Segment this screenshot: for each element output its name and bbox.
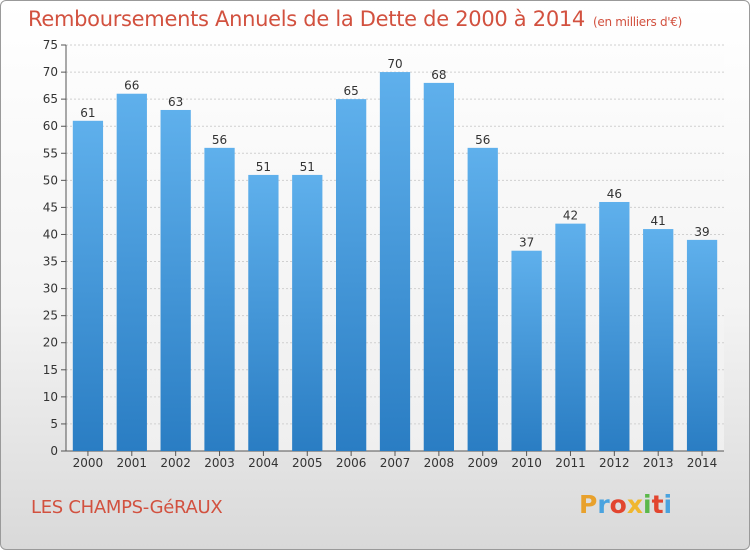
y-tick-label: 65 <box>43 92 58 106</box>
bar <box>643 229 674 451</box>
data-label: 63 <box>168 95 183 109</box>
logo-letter: x <box>626 490 643 519</box>
x-tick-label: 2007 <box>380 456 411 470</box>
x-tick-label: 2014 <box>687 456 718 470</box>
place-name: LES CHAMPS-GéRAUX <box>31 497 223 518</box>
data-label: 66 <box>124 79 139 93</box>
x-tick-label: 2010 <box>511 456 542 470</box>
bar <box>204 147 235 451</box>
bars <box>72 72 718 452</box>
data-label: 46 <box>607 187 622 201</box>
chart-unit-label: (en milliers d'€) <box>593 15 683 29</box>
logo-letter: i <box>643 490 652 519</box>
bar <box>379 72 411 452</box>
bar <box>423 82 455 451</box>
bar <box>686 239 718 451</box>
data-label: 56 <box>212 133 227 147</box>
bar <box>511 250 542 451</box>
logo-letter: t <box>651 490 664 519</box>
bar <box>72 120 104 451</box>
logo-letter: o <box>609 490 627 519</box>
x-tick-label: 2003 <box>204 456 235 470</box>
data-label: 42 <box>563 209 578 223</box>
y-tick-label: 15 <box>43 363 58 377</box>
bar <box>116 93 147 451</box>
data-label: 56 <box>475 133 490 147</box>
y-tick-label: 50 <box>43 173 58 187</box>
x-tick-label: 2000 <box>73 456 104 470</box>
x-tick-label: 2006 <box>336 456 367 470</box>
chart-title: Remboursements Annuels de la Dette de 20… <box>28 7 682 31</box>
y-tick-label: 10 <box>43 390 58 404</box>
data-label: 61 <box>80 106 95 120</box>
x-tick-label: 2013 <box>643 456 674 470</box>
bar <box>292 174 323 452</box>
data-label: 51 <box>300 160 315 174</box>
y-tick-label: 25 <box>43 309 58 323</box>
bar <box>335 99 367 451</box>
y-tick-label: 70 <box>43 65 58 79</box>
data-label: 70 <box>387 57 402 71</box>
data-label: 68 <box>431 68 446 82</box>
logo-letter: r <box>597 490 610 519</box>
bar <box>599 201 630 451</box>
x-tick-label: 2004 <box>248 456 279 470</box>
x-tick-label: 2002 <box>160 456 191 470</box>
y-tick-label: 40 <box>43 227 58 241</box>
y-tick-label: 75 <box>43 38 58 52</box>
chart-title-text: Remboursements Annuels de la Dette de 20… <box>28 7 585 31</box>
x-tick-label: 2011 <box>555 456 586 470</box>
bar <box>555 223 586 451</box>
x-tick-label: 2012 <box>599 456 630 470</box>
data-label: 41 <box>651 214 666 228</box>
y-tick-label: 55 <box>43 146 58 160</box>
labels: 0 5 10 15 20 25 30 35 40 45 50 55 60 65 70 75 61 2000 66 20… <box>43 38 718 470</box>
bar <box>248 174 279 452</box>
data-label: 37 <box>519 236 534 250</box>
x-tick-label: 2008 <box>424 456 455 470</box>
y-tick-label: 30 <box>43 282 58 296</box>
y-tick-label: 5 <box>50 417 58 431</box>
y-tick-label: 45 <box>43 200 58 214</box>
data-label: 51 <box>256 160 271 174</box>
y-tick-label: 0 <box>50 444 58 458</box>
y-tick-label: 60 <box>43 119 58 133</box>
y-tick-label: 20 <box>43 336 58 350</box>
proxiti-logo: Proxiti <box>579 490 672 519</box>
data-label: 39 <box>694 225 709 239</box>
bar <box>160 109 191 452</box>
bar <box>467 147 498 451</box>
logo-letter: i <box>663 490 673 519</box>
x-tick-label: 2005 <box>292 456 323 470</box>
x-tick-label: 2001 <box>117 456 148 470</box>
data-label: 65 <box>343 84 358 98</box>
x-tick-label: 2009 <box>467 456 498 470</box>
logo-letter: P <box>579 490 598 519</box>
y-tick-label: 35 <box>43 255 58 269</box>
